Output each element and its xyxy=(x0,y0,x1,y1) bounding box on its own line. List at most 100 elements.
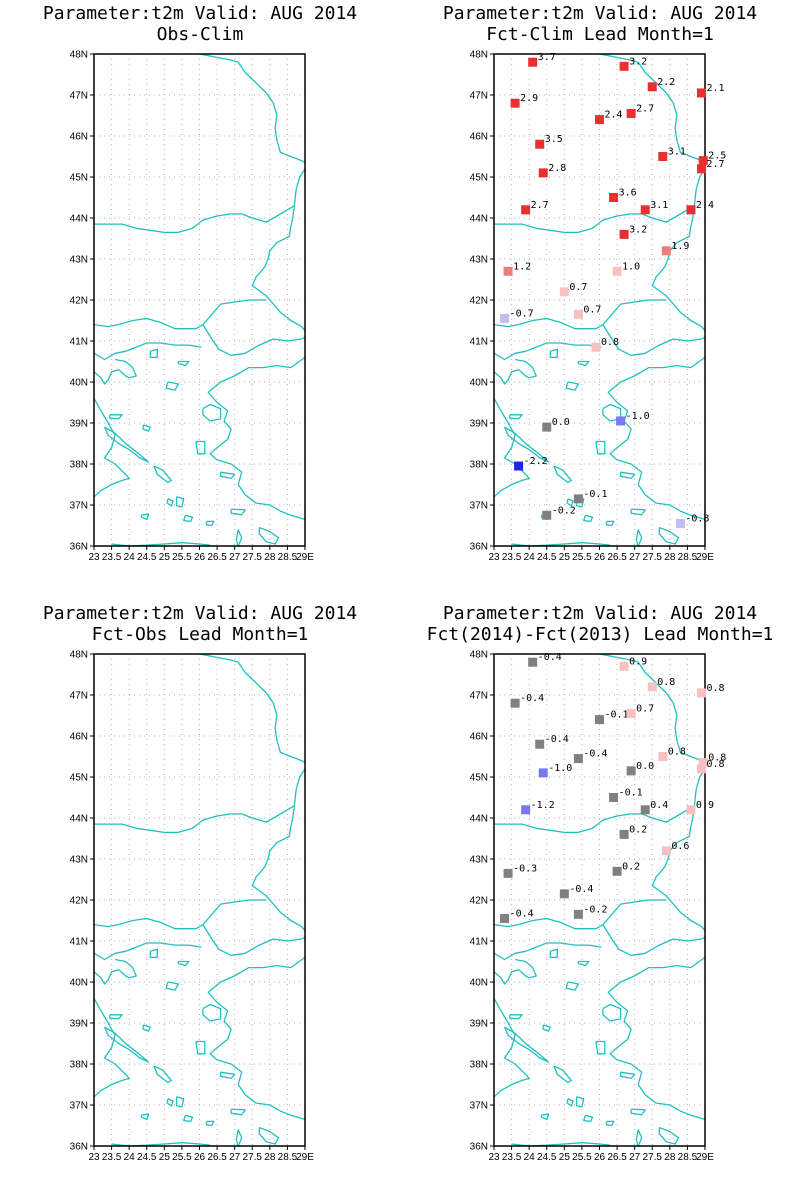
coastline xyxy=(494,205,695,234)
lon-label: 25 xyxy=(559,552,571,563)
coastline-layer xyxy=(93,653,306,1147)
coastline xyxy=(504,426,550,463)
lat-label: 47N xyxy=(470,91,488,102)
station-marker xyxy=(696,164,706,174)
station-value: 3.7 xyxy=(538,52,556,63)
lon-label: 26.5 xyxy=(207,1152,227,1163)
lat-label: 37N xyxy=(470,501,488,512)
station-marker xyxy=(521,205,531,215)
lat-label: 44N xyxy=(70,814,88,825)
lon-label: 26.5 xyxy=(607,1152,627,1163)
station-marker xyxy=(686,205,696,215)
station-value: 0.7 xyxy=(569,282,587,293)
coastline xyxy=(165,381,180,391)
panel-subtitle: Fct(2014)-Fct(2013) Lead Month=1 xyxy=(426,624,774,645)
coastline xyxy=(219,471,236,480)
coastline xyxy=(553,465,573,484)
coastline xyxy=(602,924,706,957)
station-value: -0.4 xyxy=(569,884,593,895)
coastline xyxy=(175,496,185,508)
lon-label: 25 xyxy=(559,1152,571,1163)
station-value: 3.1 xyxy=(650,200,668,211)
coastline xyxy=(565,381,580,391)
station-marker xyxy=(542,422,552,432)
station-value: 0.9 xyxy=(629,656,647,667)
station-layer: 3.7 3.22.22.12.92.42.73.53.1 2.52.72.83.63… xyxy=(500,52,726,528)
coastline xyxy=(583,1114,594,1123)
coastline xyxy=(140,513,150,521)
station-marker xyxy=(573,494,583,504)
coastline xyxy=(195,440,206,455)
station-value: 0.8 xyxy=(657,677,675,688)
coastline xyxy=(199,53,306,164)
station-marker xyxy=(528,57,538,67)
station-marker xyxy=(503,266,513,276)
lon-label: 24 xyxy=(524,552,536,563)
panel-subtitle: Fct-Obs Lead Month=1 xyxy=(91,624,309,645)
panel-obs-clim: Parameter:t2m Valid: AUG 2014 Obs-Clim 4… xyxy=(0,0,400,600)
lon-label: 28 xyxy=(664,1152,676,1163)
lat-label: 48N xyxy=(470,650,488,661)
station-value: 3.6 xyxy=(619,188,637,199)
station-value: 1.2 xyxy=(513,261,531,272)
station-value: 0.8 xyxy=(708,753,726,764)
coastline xyxy=(595,440,606,455)
lat-label: 43N xyxy=(70,855,88,866)
station-marker xyxy=(573,309,583,319)
station-layer: -0.4 0.90.80.8-0.4-0.10.7-0.4-0.4 0.80.80.… xyxy=(500,652,726,923)
coastline xyxy=(509,414,523,420)
lat-label: 47N xyxy=(70,691,88,702)
station-value: 0.8 xyxy=(706,683,724,694)
coastline xyxy=(93,358,137,385)
station-value: 0.7 xyxy=(636,703,654,714)
coastline xyxy=(494,805,695,834)
lon-label: 23.5 xyxy=(502,1152,522,1163)
lat-label: 36N xyxy=(470,542,488,553)
lat-label: 38N xyxy=(470,460,488,471)
lon-label: 26.5 xyxy=(207,552,227,563)
coastline xyxy=(109,1014,123,1020)
lon-label: 27 xyxy=(229,552,241,563)
panel-title: Parameter:t2m Valid: AUG 2014 xyxy=(42,603,358,624)
lat-label: 39N xyxy=(70,1019,88,1030)
station-marker xyxy=(573,909,583,919)
station-value: 2.1 xyxy=(706,83,724,94)
station-value: 0.7 xyxy=(583,304,601,315)
station-marker xyxy=(698,758,708,768)
station-value: 3.5 xyxy=(545,134,563,145)
map-plot: 48N47N46N45N44N43N42N41N40N39N38N37N36N2… xyxy=(470,650,727,1164)
lon-label: 27 xyxy=(629,1152,641,1163)
lon-label: 26 xyxy=(194,1152,206,1163)
coastline xyxy=(605,1120,615,1127)
coastline xyxy=(166,1098,174,1107)
lat-label: 43N xyxy=(470,855,488,866)
station-value: 2.7 xyxy=(636,103,654,114)
coastline xyxy=(493,358,537,385)
station-value: 2.9 xyxy=(520,93,538,104)
coastline xyxy=(153,465,173,484)
station-marker xyxy=(538,168,548,178)
station-marker xyxy=(612,266,622,276)
coastline xyxy=(142,424,151,432)
station-value: -1.2 xyxy=(531,800,555,811)
lon-label: 25.5 xyxy=(572,552,592,563)
lat-label: 46N xyxy=(70,732,88,743)
lat-label: 38N xyxy=(70,460,88,471)
coastline xyxy=(93,899,267,930)
lat-label: 42N xyxy=(470,296,488,307)
grid xyxy=(494,654,705,1146)
lon-label: 25.5 xyxy=(172,552,192,563)
coastline xyxy=(493,998,530,1098)
station-value: 0.0 xyxy=(552,417,570,428)
station-value: -0.3 xyxy=(513,863,537,874)
coastline xyxy=(540,1113,550,1121)
coastline xyxy=(509,1014,523,1020)
lon-label: 26 xyxy=(594,552,606,563)
station-value: 2.2 xyxy=(657,77,675,88)
lat-label: 45N xyxy=(470,173,488,184)
station-value: -0.7 xyxy=(510,308,534,319)
lat-label: 36N xyxy=(70,542,88,553)
coastline xyxy=(219,1071,236,1080)
station-marker xyxy=(500,313,510,323)
coastline xyxy=(94,805,295,834)
